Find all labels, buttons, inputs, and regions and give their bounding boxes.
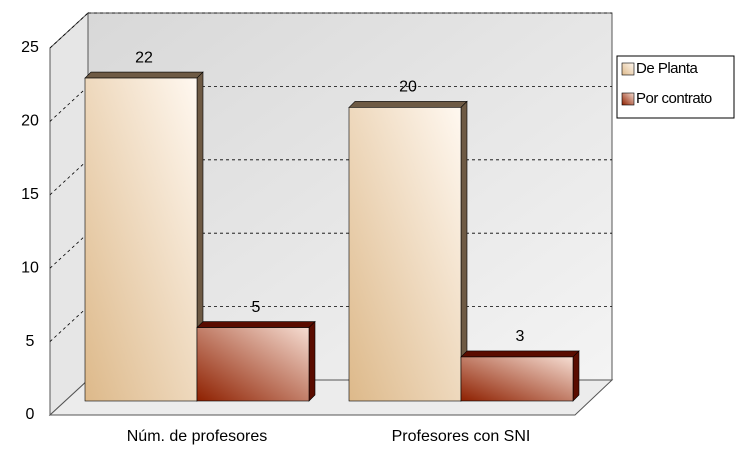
y-tick-label: 5: [26, 333, 35, 350]
y-tick-label: 10: [21, 259, 39, 276]
legend-swatch: [621, 92, 635, 106]
x-tick-label: Núm. de profesores: [127, 428, 268, 445]
y-tick-label: 20: [21, 113, 39, 130]
y-tick-label: 25: [21, 39, 39, 56]
y-tick-label: 0: [26, 406, 35, 423]
y-tick-label: 15: [21, 186, 39, 203]
bar-top: [84, 71, 204, 79]
grid-line-side: [49, 232, 89, 269]
bar-side: [308, 320, 316, 402]
bar: [348, 107, 462, 402]
data-label: 20: [399, 79, 417, 96]
grid-line-side: [49, 12, 89, 49]
data-label: 5: [252, 299, 261, 316]
grid-line-side: [49, 159, 89, 196]
bar-side: [572, 350, 580, 402]
bar: [196, 327, 310, 402]
bar-top: [460, 350, 580, 358]
bar-top: [196, 321, 316, 328]
side-wall: [49, 11, 89, 417]
grid-line-side: [49, 86, 89, 122]
bar: [84, 77, 198, 402]
legend-label: Por contrato: [636, 90, 712, 107]
bar-top: [348, 101, 468, 108]
data-label: 3: [516, 328, 525, 345]
legend: De Planta Por contrato: [616, 55, 735, 119]
legend-label: De Planta: [636, 60, 699, 77]
data-label: 22: [135, 49, 153, 66]
legend-box: [616, 55, 735, 119]
grid-line-side: [49, 306, 89, 342]
x-tick-label: Profesores con SNI: [392, 428, 531, 445]
legend-swatch: [621, 62, 635, 76]
bar: [460, 356, 574, 402]
